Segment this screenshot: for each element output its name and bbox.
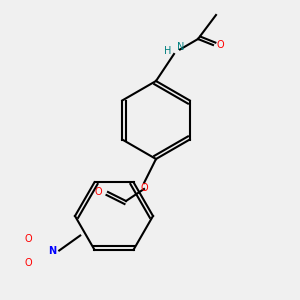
Text: O: O (216, 40, 224, 50)
Text: O: O (140, 183, 148, 193)
Text: H: H (164, 46, 171, 56)
Text: O: O (25, 257, 32, 268)
Text: O: O (25, 233, 32, 244)
Text: N: N (177, 43, 184, 52)
Text: O: O (94, 187, 102, 197)
Text: N: N (48, 245, 56, 256)
